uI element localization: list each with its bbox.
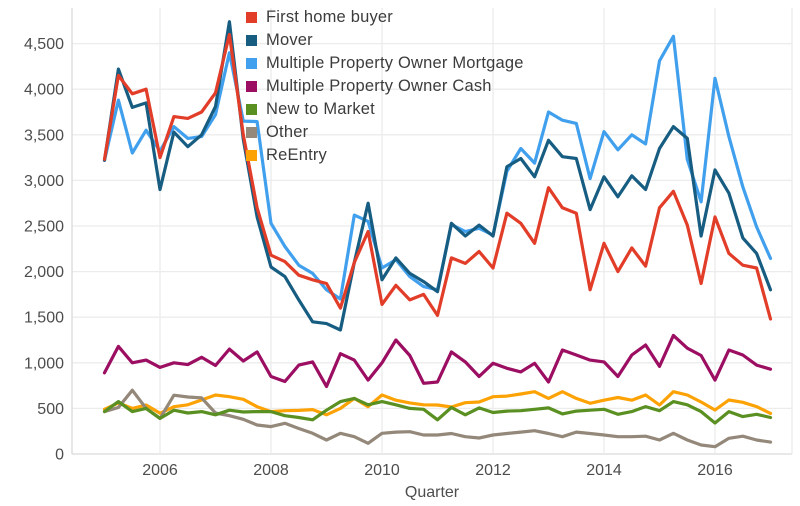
series-line-other (102, 388, 773, 449)
y-tick-label: 1,000 (24, 355, 64, 372)
series-line-new-to-market (102, 396, 773, 425)
legend-swatch-icon (246, 150, 257, 161)
x-axis-title: Quarter (404, 484, 460, 501)
series-line-mover (102, 20, 773, 332)
y-tick-label: 500 (37, 401, 64, 418)
legend-label: New to Market (266, 100, 375, 118)
legend-swatch-icon (246, 12, 257, 23)
y-tick-label: 0 (55, 447, 64, 464)
y-tick-label: 3,000 (24, 173, 64, 190)
legend-swatch-icon (246, 127, 257, 138)
y-tick-label: 2,000 (24, 264, 64, 281)
legend-label: Mover (266, 31, 313, 49)
series-line-first-home-buyer (102, 32, 773, 321)
legend-item-multiple-property-owner-mortgage[interactable]: Multiple Property Owner Mortgage (246, 54, 524, 73)
y-tick-label: 2,500 (24, 219, 64, 236)
legend-swatch-icon (246, 58, 257, 69)
legend-item-reentry[interactable]: ReEntry (246, 146, 524, 165)
legend-label: Multiple Property Owner Mortgage (266, 54, 524, 72)
legend-swatch-icon (246, 104, 257, 115)
x-tick-label: 2008 (253, 462, 289, 479)
y-tick-label: 1,500 (24, 310, 64, 327)
series-line-multiple-property-owner-cash (102, 333, 773, 389)
x-tick-label: 2010 (364, 462, 400, 479)
legend-item-first-home-buyer[interactable]: First home buyer (246, 8, 524, 27)
legend: First home buyer Mover Multiple Property O… (246, 8, 524, 165)
x-tick-label: 2012 (475, 462, 511, 479)
legend-label: Other (266, 123, 309, 141)
legend-label: Multiple Property Owner Cash (266, 77, 492, 95)
y-tick-label: 4,000 (24, 82, 64, 99)
x-tick-label: 2016 (697, 462, 733, 479)
y-tick-label: 4,500 (24, 36, 64, 53)
series-line-reentry (102, 390, 773, 417)
legend-item-new-to-market[interactable]: New to Market (246, 100, 524, 119)
x-tick-label: 2014 (586, 462, 622, 479)
legend-label: First home buyer (266, 8, 393, 26)
legend-swatch-icon (246, 35, 257, 46)
legend-item-multiple-property-owner-cash[interactable]: Multiple Property Owner Cash (246, 77, 524, 96)
legend-label: ReEntry (266, 146, 328, 164)
legend-swatch-icon (246, 81, 257, 92)
legend-item-mover[interactable]: Mover (246, 31, 524, 50)
legend-item-other[interactable]: Other (246, 123, 524, 142)
x-tick-label: 2006 (142, 462, 178, 479)
y-tick-label: 3,500 (24, 127, 64, 144)
